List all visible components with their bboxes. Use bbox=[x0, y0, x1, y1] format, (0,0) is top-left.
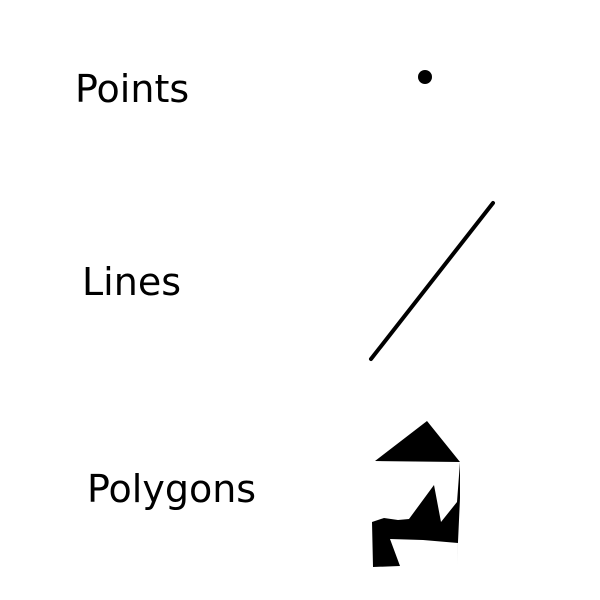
point-shape bbox=[418, 70, 432, 84]
points-label: Points bbox=[75, 67, 190, 111]
lines-label: Lines bbox=[82, 260, 181, 304]
polygon-shape bbox=[372, 421, 460, 567]
polygons-label: Polygons bbox=[87, 467, 257, 511]
line-shape bbox=[369, 201, 495, 361]
